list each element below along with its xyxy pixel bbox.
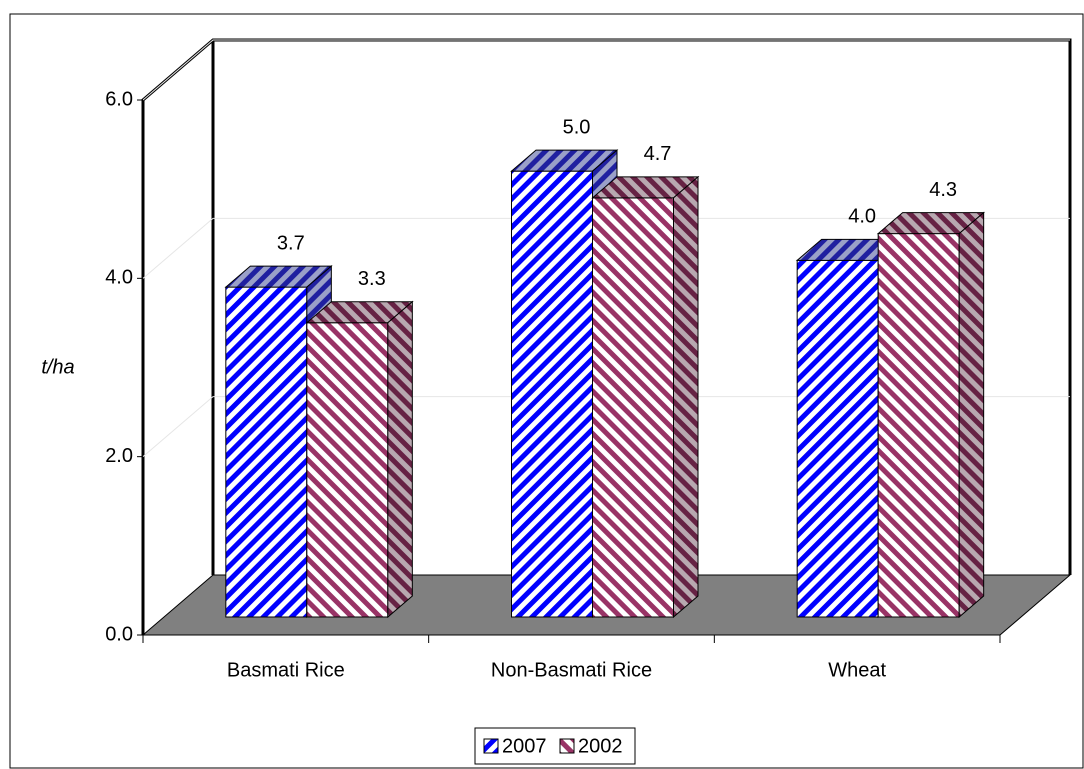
y-tick-label: 0.0 — [105, 623, 133, 645]
value-label: 3.7 — [277, 232, 305, 254]
grid-line — [142, 217, 1070, 279]
legend-swatch — [559, 738, 575, 754]
frame — [9, 13, 1084, 769]
legend-label: 2002 — [578, 735, 623, 757]
bar — [592, 197, 674, 618]
x-tick-label: Wheat — [828, 659, 886, 681]
y-tick-label: 2.0 — [105, 445, 133, 467]
bar — [225, 286, 308, 618]
legend-label: 2007 — [502, 735, 547, 757]
value-label: 4.3 — [929, 179, 957, 201]
value-label: 5.0 — [563, 116, 591, 138]
x-tick-label: Basmati Rice — [227, 659, 345, 681]
bar — [306, 322, 389, 618]
bar — [796, 259, 879, 618]
y-tick-label: 6.0 — [105, 88, 133, 110]
x-tick-label: Non-Basmati Rice — [491, 659, 652, 681]
grid-line — [142, 396, 1070, 458]
bar — [511, 170, 593, 618]
value-label: 4.7 — [644, 143, 672, 165]
y-axis-label: t/ha — [41, 356, 74, 378]
bar-side — [387, 300, 413, 619]
bar-side — [958, 211, 985, 619]
legend — [474, 727, 636, 765]
grid-line — [142, 39, 1070, 101]
bar — [877, 233, 960, 618]
bar-side — [673, 175, 699, 619]
value-label: 3.3 — [358, 268, 386, 290]
value-label: 4.0 — [848, 206, 876, 228]
legend-swatch — [483, 738, 499, 754]
y-tick-label: 4.0 — [105, 267, 133, 289]
